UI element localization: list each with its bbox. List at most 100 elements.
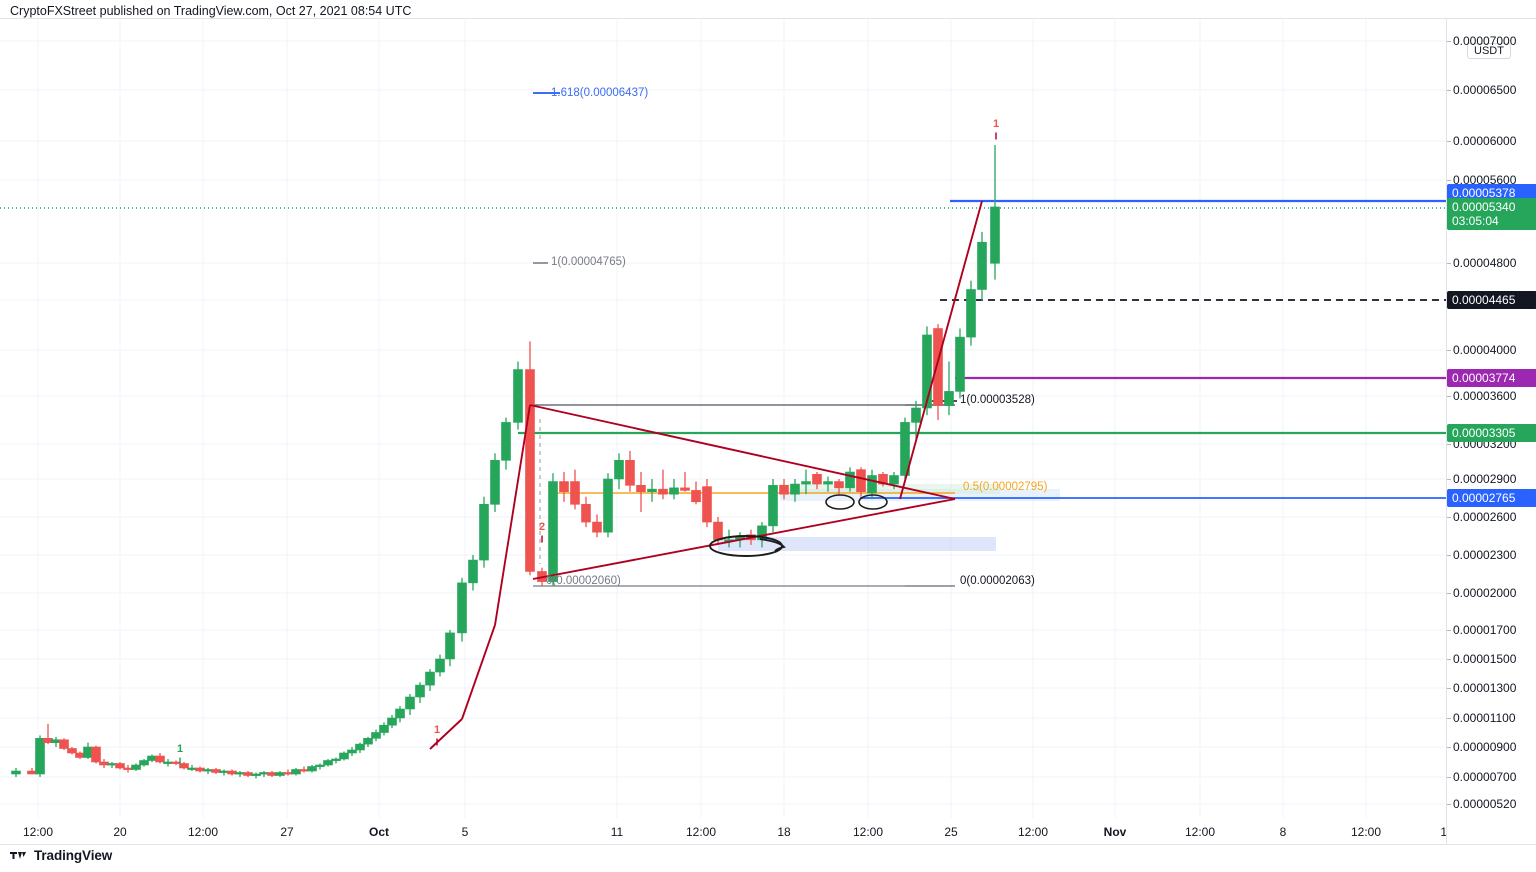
wave-marker-1-top[interactable]: 1 [992,118,1000,130]
trendline-impulse-b[interactable] [461,624,496,720]
fib-0-right-label[interactable]: 0(0.00002063) [960,575,1035,587]
price-tick-label: 0.00002000 [1453,586,1517,600]
price-tick: 0.00002600 [1447,510,1516,524]
trendline-impulse-a[interactable] [429,718,463,750]
time-tick-label: 20 [113,825,127,839]
candle [603,473,613,538]
price-tick-dash [1447,593,1451,594]
candle [355,742,365,753]
candle-body [243,772,253,776]
price-tick-dash [1447,444,1451,445]
ellipse-marker-small-left[interactable] [825,494,855,510]
candle [187,765,197,771]
candle [51,736,61,747]
price-scale[interactable]: USDT 0.00007000 0.00006500 0.00006000 0.000… [1446,18,1536,820]
time-tick-label: 5 [461,825,469,839]
blue-support-badge[interactable]: 0.00002765 [1447,489,1536,507]
arrow-icon [759,538,786,552]
candle [457,577,467,642]
candle [768,479,778,533]
candle-body [395,708,405,719]
price-tick: 0.00005600 [1447,173,1516,187]
time-scale-corner [1446,818,1536,845]
candle [11,768,21,777]
last-price-badge[interactable]: 0.00005340 03:05:04 [1447,198,1536,230]
price-tick: 0.00000900 [1447,740,1516,754]
price-tick: 0.00002000 [1447,586,1517,600]
candle [347,747,357,756]
candle [323,759,333,767]
candle [911,400,921,440]
candle-body [43,737,53,743]
candle [559,472,569,502]
price-tick-dash [1447,479,1451,480]
time-tick-label: 12:00 [1350,825,1382,839]
candle-body [275,772,285,776]
candle [99,759,109,768]
candle [445,630,455,667]
candle [933,324,943,420]
plot-svg [0,19,1446,819]
candle-body [990,206,1000,264]
candle-body [435,658,445,673]
candle-body [525,369,535,572]
dashed-level-badge[interactable]: 0.00004465 [1447,291,1536,309]
candle-body [139,760,149,766]
fib-05-label[interactable]: 0.5(0.00002795) [963,481,1048,493]
price-tick-label: 0.00002300 [1453,548,1517,562]
fib-1-upper-label[interactable]: 1(0.00004765) [551,256,626,268]
trendline-breakout[interactable] [899,200,983,500]
candle-body [415,684,425,698]
price-tick: 0.00001700 [1447,623,1516,637]
candle-body [513,369,523,423]
candle-body [768,485,778,527]
price-plot[interactable]: 1.618(0.00006437) 1(0.00004765) 1(0.000035… [0,19,1446,819]
green-level-badge[interactable]: 0.00003305 [1447,424,1536,442]
candle [812,472,822,490]
candle-body [371,732,381,739]
price-tick-label: 0.00001500 [1453,652,1517,666]
candle [425,669,435,691]
horizontal-levels [0,92,1446,587]
candle-body [592,521,602,533]
candle [790,479,800,502]
time-tick-label: 15 [1440,825,1446,839]
wave-marker-1-mid[interactable]: 1 [176,743,184,755]
candle [227,769,237,776]
candle [123,765,133,773]
candle [845,467,855,492]
chart-canvas[interactable]: 1.618(0.00006437) 1(0.00004765) 1(0.000035… [0,18,1446,820]
candle-body [51,739,61,743]
candle-body [922,334,932,409]
time-tick-label: Oct [368,825,390,839]
fib-0-left-label[interactable]: 0(0.00002060) [546,575,621,587]
price-tick-dash [1447,804,1451,805]
candle [990,144,1000,280]
candle-body [59,739,69,749]
purple-level-badge[interactable]: 0.00003774 [1447,369,1536,387]
trendline-wedge-lower[interactable] [532,498,956,580]
wave-marker-2[interactable]: 2 [538,521,546,533]
candle [779,479,789,500]
fib-1-lower-label[interactable]: 1(0.00003528) [960,394,1035,406]
badge-price-text: 0.00005340 [1452,200,1516,214]
time-scale[interactable]: 12:00 20 12:00 27 Oct 5 11 12:00 18 12:00 25 12:00 N… [0,818,1446,845]
badge-price-text: 0.00005378 [1452,186,1516,200]
price-tick-dash [1447,555,1451,556]
wave-marker-1-left[interactable]: 1 [433,724,441,736]
badge-price-text: 0.00003305 [1452,426,1516,440]
ellipse-marker-small-right[interactable] [858,494,888,510]
candle-body [658,488,668,495]
trendline-impulse-c[interactable] [494,404,531,626]
candle-body [11,770,21,775]
candle-body [900,422,910,476]
resistance-level-badge[interactable]: 0.00005378 [1447,184,1536,202]
fib-1618-label[interactable]: 1.618(0.00006437) [551,87,649,99]
time-tick-label: 27 [280,825,294,839]
price-tick-dash [1447,141,1451,142]
candle [275,771,285,777]
price-tick: 0.00001100 [1447,711,1516,725]
trendline-group [429,200,983,750]
candle [315,763,325,770]
trendline-wedge-upper[interactable] [529,404,956,500]
